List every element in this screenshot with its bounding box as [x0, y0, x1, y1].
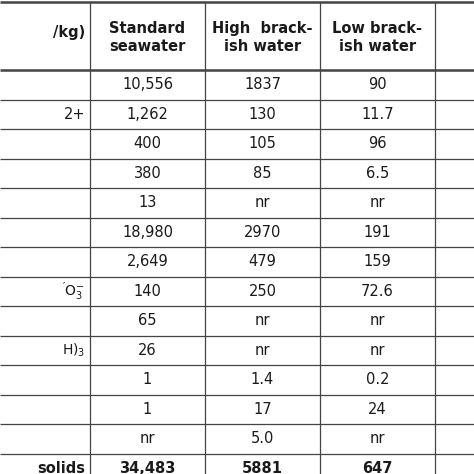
Text: $\mathregular{^{′}O_3^{-}}$: $\mathregular{^{′}O_3^{-}}$ [62, 280, 85, 302]
Text: nr: nr [370, 431, 385, 446]
Text: 26: 26 [138, 343, 157, 358]
Text: nr: nr [255, 313, 270, 328]
Text: nr: nr [140, 431, 155, 446]
Text: 130: 130 [249, 107, 276, 122]
Text: 191: 191 [364, 225, 392, 240]
Text: nr: nr [255, 195, 270, 210]
Text: 65: 65 [138, 313, 157, 328]
Text: High  brack-: High brack- [212, 20, 313, 36]
Text: solids: solids [37, 461, 85, 474]
Text: /kg): /kg) [53, 25, 85, 39]
Text: nr: nr [370, 195, 385, 210]
Text: 105: 105 [248, 136, 276, 151]
Text: 0.2: 0.2 [366, 372, 389, 387]
Text: 1: 1 [143, 372, 152, 387]
Text: Low brack-: Low brack- [332, 20, 422, 36]
Text: 72.6: 72.6 [361, 284, 394, 299]
Text: 2,649: 2,649 [127, 254, 168, 269]
Text: 13: 13 [138, 195, 157, 210]
Text: 5881: 5881 [242, 461, 283, 474]
Text: 400: 400 [134, 136, 162, 151]
Text: 479: 479 [248, 254, 276, 269]
Text: 1.4: 1.4 [251, 372, 274, 387]
Text: 6.5: 6.5 [366, 166, 389, 181]
Text: 647: 647 [362, 461, 392, 474]
Text: nr: nr [370, 343, 385, 358]
Text: ish water: ish water [339, 38, 416, 54]
Text: 34,483: 34,483 [119, 461, 176, 474]
Text: 2970: 2970 [244, 225, 281, 240]
Text: 1837: 1837 [244, 77, 281, 92]
Text: 5.0: 5.0 [251, 431, 274, 446]
Text: 85: 85 [253, 166, 272, 181]
Text: 17: 17 [253, 402, 272, 417]
Text: nr: nr [255, 343, 270, 358]
Text: 24: 24 [368, 402, 387, 417]
Text: 10,556: 10,556 [122, 77, 173, 92]
Text: seawater: seawater [109, 38, 186, 54]
Text: 380: 380 [134, 166, 161, 181]
Text: 90: 90 [368, 77, 387, 92]
Text: nr: nr [370, 313, 385, 328]
Text: 1,262: 1,262 [127, 107, 168, 122]
Text: 140: 140 [134, 284, 162, 299]
Text: 11.7: 11.7 [361, 107, 394, 122]
Text: 18,980: 18,980 [122, 225, 173, 240]
Text: ish water: ish water [224, 38, 301, 54]
Text: Standard: Standard [109, 20, 185, 36]
Text: 1: 1 [143, 402, 152, 417]
Text: 2+: 2+ [64, 107, 85, 122]
Text: 96: 96 [368, 136, 387, 151]
Text: 250: 250 [248, 284, 276, 299]
Text: 159: 159 [364, 254, 392, 269]
Text: $\mathregular{H)_3}$: $\mathregular{H)_3}$ [62, 342, 85, 359]
